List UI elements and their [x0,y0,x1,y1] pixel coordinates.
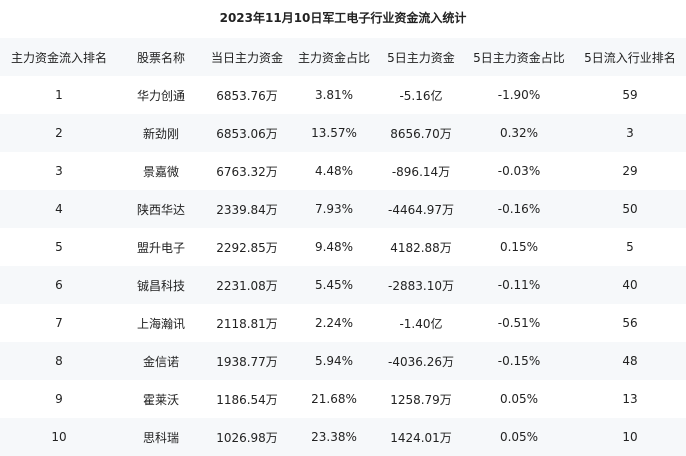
table-cell: 6853.76万 [216,88,278,103]
table-cell: 9 [55,392,63,406]
table-cell: 48 [622,354,638,368]
table-row: 3 景嘉微 6763.32万 4.48% -896.14万 -0.03% 29 [0,152,686,190]
table-cell: -0.03% [497,164,541,178]
table-cell: 23.38% [311,430,357,444]
table-cell: 1424.01万 [390,430,452,445]
column-header: 当日主力资金 [210,50,283,65]
table-cell: -4464.97万 [388,202,454,217]
table-cell: -0.51% [497,316,541,330]
table-cell: 40 [622,278,638,292]
table-cell: 56 [622,316,638,330]
table-cell: 4182.88万 [390,240,452,255]
table-cell: 9.48% [314,240,354,254]
table-cell: 1026.98万 [216,430,278,445]
table-row: 8 金信诺 1938.77万 5.94% -4036.26万 -0.15% 48 [0,342,686,380]
table-cell: 新劲刚 [142,126,179,141]
table-row: 2 新劲刚 6853.06万 13.57% 8656.70万 0.32% 3 [0,114,686,152]
table-cell: 6 [55,278,63,292]
table-cell: -896.14万 [391,164,451,179]
table-cell: 思科瑞 [142,430,179,445]
table-cell: -5.16亿 [399,88,443,103]
table-cell: -0.11% [497,278,541,292]
table-cell: 21.68% [311,392,357,406]
table-cell: 2118.81万 [216,316,278,331]
table-cell: -2883.10万 [388,278,454,293]
table-cell: -4036.26万 [388,354,454,369]
table-cell: 6763.32万 [216,164,278,179]
table-cell: -1.90% [497,88,541,102]
column-header: 主力资金占比 [297,50,370,65]
table-cell: 1186.54万 [216,392,278,407]
fund-flow-table: 主力资金流入排名 股票名称 当日主力资金 主力资金占比 5日主力资金 5日主力资金占比 5日… [0,38,686,456]
table-cell: 铖昌科技 [136,278,185,293]
table-cell: 华力创通 [136,88,185,103]
table-cell: 8 [55,354,63,368]
table-cell: 5 [626,240,634,254]
table-row: 9 霍莱沃 1186.54万 21.68% 1258.79万 0.05% 13 [0,380,686,418]
table-cell: 4 [55,202,63,216]
table-cell: 59 [622,88,638,102]
table-cell: -0.15% [497,354,541,368]
table-cell: 2339.84万 [216,202,278,217]
table-cell: 0.05% [499,392,539,406]
column-header: 5日流入行业排名 [584,50,676,65]
table-cell: 1938.77万 [216,354,278,369]
table-row: 10 思科瑞 1026.98万 23.38% 1424.01万 0.05% 10 [0,418,686,456]
table-cell: 8656.70万 [390,126,452,141]
table-cell: 景嘉微 [142,164,179,179]
table-row: 1 华力创通 6853.76万 3.81% -5.16亿 -1.90% 59 [0,76,686,114]
table-cell: 13.57% [311,126,357,140]
table-cell: 上海瀚讯 [136,316,185,331]
table-cell: 金信诺 [142,354,179,369]
table-row: 6 铖昌科技 2231.08万 5.45% -2883.10万 -0.11% 40 [0,266,686,304]
table-row: 7 上海瀚讯 2118.81万 2.24% -1.40亿 -0.51% 56 [0,304,686,342]
table-cell: 0.05% [499,430,539,444]
column-header: 主力资金流入排名 [10,50,107,65]
column-header: 5日主力资金 [387,50,455,65]
table-row: 5 盟升电子 2292.85万 9.48% 4182.88万 0.15% 5 [0,228,686,266]
table-row: 4 陕西华达 2339.84万 7.93% -4464.97万 -0.16% 50 [0,190,686,228]
table-cell: 盟升电子 [136,240,185,255]
table-cell: -0.16% [497,202,541,216]
table-cell: 13 [622,392,638,406]
table-cell: 50 [622,202,638,216]
table-cell: 3.81% [314,88,354,102]
table-title: 2023年11月10日军工电子行业资金流入统计 [219,11,467,25]
table-cell: -1.40亿 [399,316,443,331]
table-cell: 3 [55,164,63,178]
table-cell: 29 [622,164,638,178]
table-cell: 2292.85万 [216,240,278,255]
table-cell: 5.94% [314,354,354,368]
column-header: 5日主力资金占比 [473,50,565,65]
table-cell: 3 [626,126,634,140]
table-cell: 5.45% [314,278,354,292]
table-cell: 0.32% [499,126,539,140]
table-cell: 霍莱沃 [142,392,179,407]
table-cell: 5 [55,240,63,254]
table-cell: 7.93% [314,202,354,216]
table-cell: 10 [622,430,638,444]
table-cell: 2231.08万 [216,278,278,293]
column-header: 股票名称 [136,50,185,65]
table-cell: 2.24% [314,316,354,330]
table-cell: 4.48% [314,164,354,178]
table-cell: 6853.06万 [216,126,278,141]
table-cell: 2 [55,126,63,140]
table-cell: 10 [51,430,67,444]
table-header: 主力资金流入排名 股票名称 当日主力资金 主力资金占比 5日主力资金 5日主力资金占比 5日… [0,38,686,76]
table-cell: 陕西华达 [136,202,185,217]
table-cell: 7 [55,316,63,330]
table-cell: 1258.79万 [390,392,452,407]
table-cell: 0.15% [499,240,539,254]
table-cell: 1 [55,88,63,102]
